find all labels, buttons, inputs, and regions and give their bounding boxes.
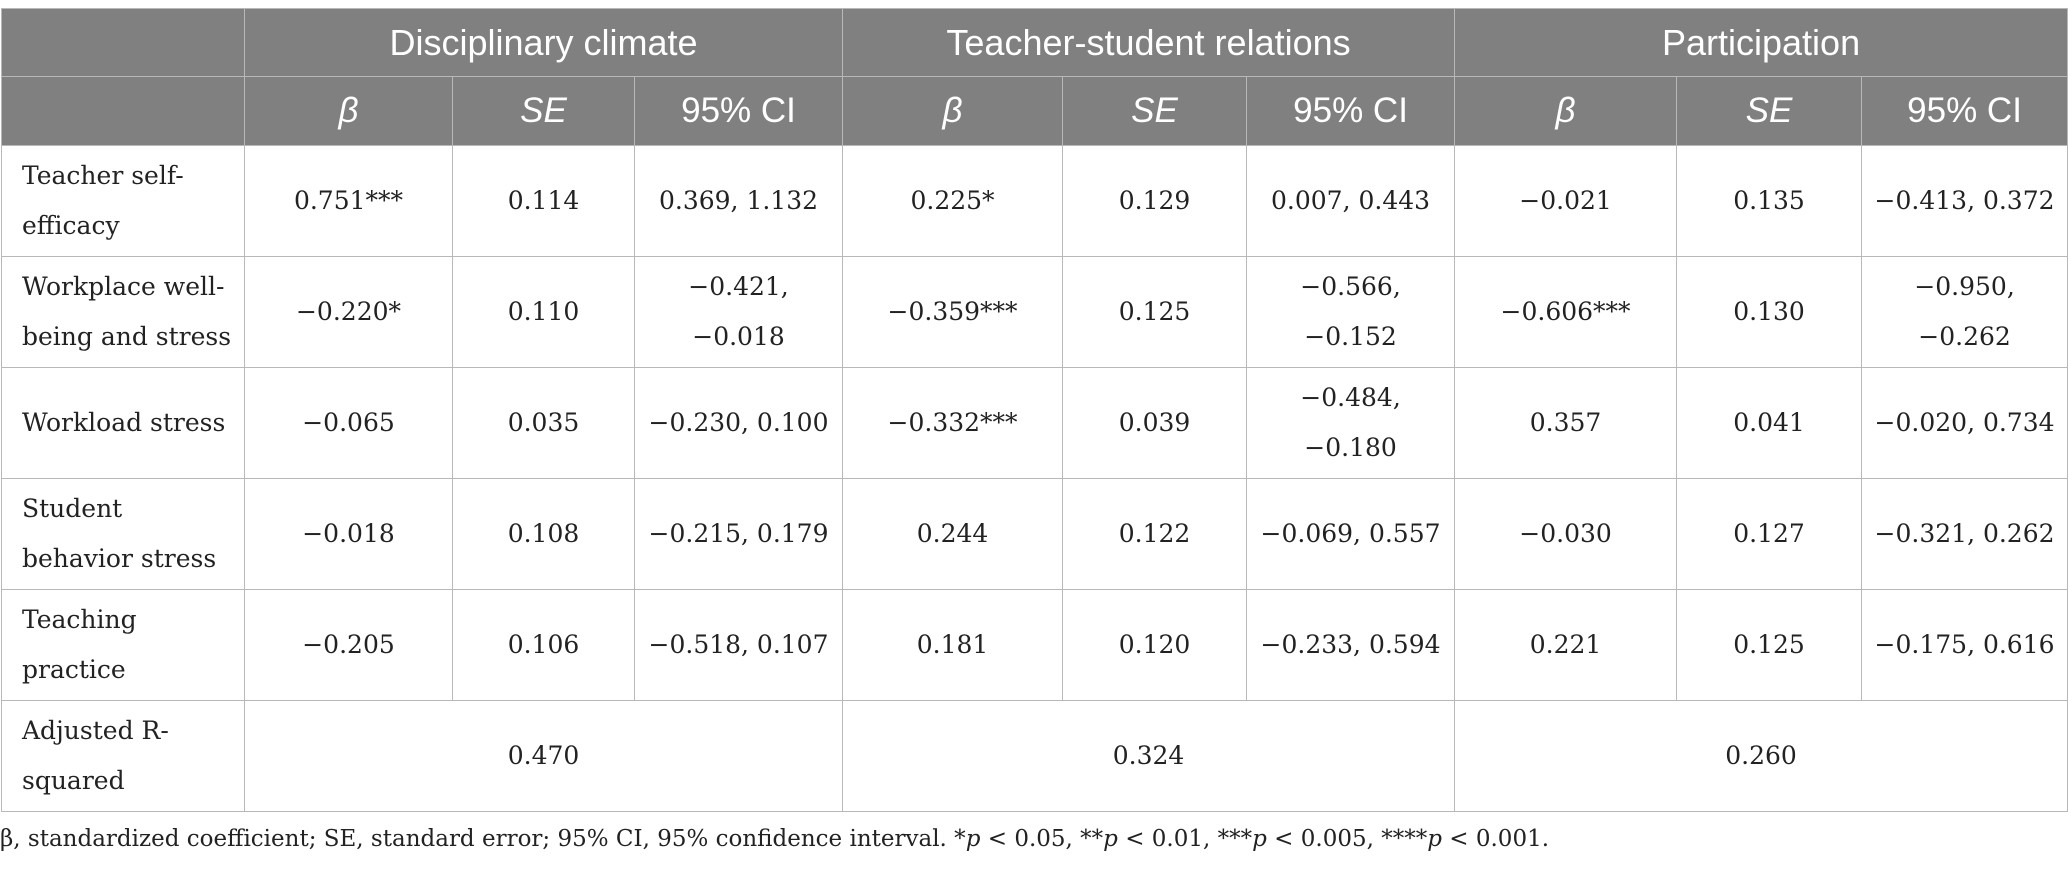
row-label: Teacher self-efficacy xyxy=(1,145,245,257)
subheader-beta: β xyxy=(842,76,1064,146)
cell-beta: 0.181 xyxy=(842,589,1064,701)
footnote-p: p xyxy=(1427,826,1442,852)
cell-beta: 0.225* xyxy=(842,145,1064,257)
cell-ci: 0.007, 0.443 xyxy=(1246,145,1456,257)
table-row: Teacher self-efficacy 0.751*** 0.114 0.3… xyxy=(1,145,2068,257)
regression-table: Disciplinary climate Teacher-student rel… xyxy=(1,8,2068,812)
cell-se: 0.127 xyxy=(1676,478,1863,590)
subheader-row: β SE 95% CI β SE 95% CI β SE 95% CI xyxy=(1,76,2068,146)
cell-beta: −0.030 xyxy=(1454,478,1678,590)
table-row: Student behavior stress −0.018 0.108 −0.… xyxy=(1,478,2068,590)
cell-beta: 0.357 xyxy=(1454,367,1678,479)
cell-se: 0.110 xyxy=(452,256,635,368)
row-label: Teaching practice xyxy=(1,589,245,701)
cell-ci: −0.230, 0.100 xyxy=(633,367,844,479)
cell-ci: 0.369, 1.132 xyxy=(633,145,844,257)
footnote-p: p xyxy=(965,826,981,852)
row-label: Workplace well-being and stress xyxy=(1,256,245,368)
footnote-p: p xyxy=(1103,826,1118,852)
cell-ci: −0.233, 0.594 xyxy=(1246,589,1456,701)
cell-beta: 0.751*** xyxy=(244,145,453,257)
cell-ci: −0.518, 0.107 xyxy=(633,589,844,701)
cell-r-squared-participation: 0.260 xyxy=(1454,700,2068,812)
corner-cell xyxy=(1,8,245,77)
cell-se: 0.122 xyxy=(1062,478,1248,590)
cell-beta: −0.220* xyxy=(244,256,453,368)
cell-se: 0.120 xyxy=(1062,589,1248,701)
cell-beta: −0.205 xyxy=(244,589,453,701)
cell-beta: −0.021 xyxy=(1454,145,1678,257)
subheader-se: SE xyxy=(1062,76,1248,146)
cell-se: 0.135 xyxy=(1676,145,1863,257)
cell-r-squared-disciplinary-climate: 0.470 xyxy=(243,700,844,812)
footnote-text: < 0.005, **** xyxy=(1266,826,1428,852)
cell-ci: −0.175, 0.616 xyxy=(1861,589,2068,701)
cell-se: 0.108 xyxy=(452,478,635,590)
cell-se: 0.106 xyxy=(452,589,635,701)
cell-beta: −0.018 xyxy=(244,478,453,590)
table-row-adjusted-r-squared: Adjusted R-squared 0.470 0.324 0.260 xyxy=(1,700,2068,812)
footnote-text: < 0.001. xyxy=(1441,826,1550,852)
cell-ci: −0.069, 0.557 xyxy=(1246,478,1456,590)
cell-ci: −0.421, −0.018 xyxy=(633,256,844,368)
cell-se: 0.041 xyxy=(1676,367,1863,479)
cell-ci: −0.566, −0.152 xyxy=(1246,256,1456,368)
cell-se: 0.035 xyxy=(452,367,635,479)
cell-se: 0.114 xyxy=(452,145,635,257)
row-label: Student behavior stress xyxy=(1,478,245,590)
subheader-beta: β xyxy=(1454,76,1678,146)
subheader-se: SE xyxy=(1676,76,1863,146)
cell-beta: 0.244 xyxy=(842,478,1064,590)
cell-beta: 0.221 xyxy=(1454,589,1678,701)
group-header-disciplinary-climate: Disciplinary climate xyxy=(243,8,844,77)
footnote-text: < 0.05, ** xyxy=(980,826,1104,852)
table-row: Teaching practice −0.205 0.106 −0.518, 0… xyxy=(1,589,2068,701)
cell-se: 0.129 xyxy=(1062,145,1248,257)
cell-ci: −0.215, 0.179 xyxy=(633,478,844,590)
cell-ci: −0.950, −0.262 xyxy=(1861,256,2068,368)
cell-se: 0.039 xyxy=(1062,367,1248,479)
footnote-text: < 0.01, *** xyxy=(1117,826,1253,852)
cell-se: 0.125 xyxy=(1676,589,1863,701)
group-header-row: Disciplinary climate Teacher-student rel… xyxy=(1,8,2068,77)
footnote-text: β, standardized coefficient; SE, standar… xyxy=(0,826,966,852)
cell-r-squared-teacher-student-relations: 0.324 xyxy=(842,700,1456,812)
table-row: Workload stress −0.065 0.035 −0.230, 0.1… xyxy=(1,367,2068,479)
table-footnote: β, standardized coefficient; SE, standar… xyxy=(0,826,2066,852)
cell-beta: −0.606*** xyxy=(1454,256,1678,368)
cell-beta: −0.065 xyxy=(244,367,453,479)
subheader-ci: 95% CI xyxy=(1246,76,1456,146)
cell-ci: −0.321, 0.262 xyxy=(1861,478,2068,590)
subheader-ci: 95% CI xyxy=(1861,76,2068,146)
subheader-beta: β xyxy=(244,76,453,146)
regression-table-container: Disciplinary climate Teacher-student rel… xyxy=(0,8,2068,812)
footnote-p: p xyxy=(1252,826,1267,852)
table-row: Workplace well-being and stress −0.220* … xyxy=(1,256,2068,368)
subheader-se: SE xyxy=(452,76,635,146)
cell-beta: −0.332*** xyxy=(842,367,1064,479)
corner-cell-2 xyxy=(1,76,245,146)
group-header-teacher-student-relations: Teacher-student relations xyxy=(842,8,1456,77)
row-label: Workload stress xyxy=(1,367,245,479)
row-label: Adjusted R-squared xyxy=(1,700,245,812)
cell-ci: −0.020, 0.734 xyxy=(1861,367,2068,479)
cell-se: 0.125 xyxy=(1062,256,1248,368)
group-header-participation: Participation xyxy=(1454,8,2068,77)
cell-se: 0.130 xyxy=(1676,256,1863,368)
cell-beta: −0.359*** xyxy=(842,256,1064,368)
cell-ci: −0.484, −0.180 xyxy=(1246,367,1456,479)
subheader-ci: 95% CI xyxy=(633,76,844,146)
cell-ci: −0.413, 0.372 xyxy=(1861,145,2068,257)
